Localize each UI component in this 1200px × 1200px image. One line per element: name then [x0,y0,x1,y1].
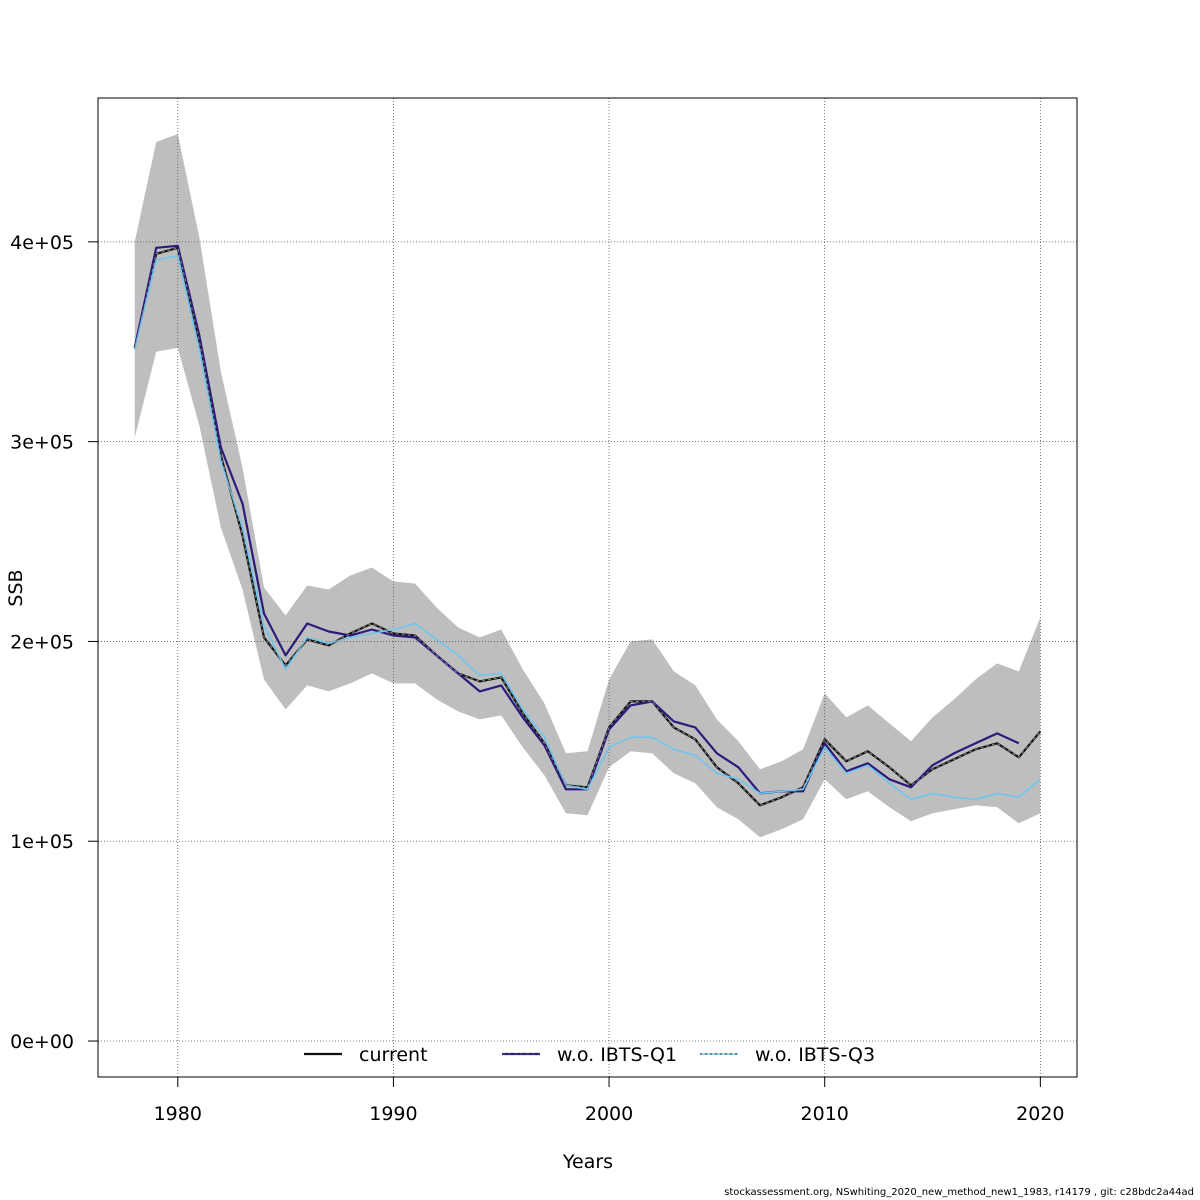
x-tick-label: 2020 [1016,1103,1064,1125]
y-tick-label: 4e+05 [10,232,74,254]
x-tick-label: 1980 [154,1103,202,1125]
x-tick-label: 2010 [801,1103,849,1125]
x-tick-label: 2000 [585,1103,633,1125]
confidence-band [134,134,1041,838]
legend-label: w.o. IBTS-Q1 [557,1044,677,1066]
legend-label: current [359,1044,428,1066]
x-tick-label: 1990 [369,1103,417,1125]
legend-label: w.o. IBTS-Q3 [755,1044,875,1066]
y-axis-label: SSB [5,569,27,606]
legend-item-wo-ibts-q3: w.o. IBTS-Q3 [700,1044,875,1066]
footer-caption: stockassessment.org, NSwhiting_2020_new_… [724,1187,1194,1198]
y-tick-label: 0e+00 [10,1031,74,1053]
x-axis-label: Years [562,1151,613,1173]
series-line-wo-ibts-q1 [133,244,1020,795]
legend-item-wo-ibts-q1: w.o. IBTS-Q1 [502,1044,677,1066]
y-tick-label: 1e+05 [10,831,74,853]
y-tick-label: 2e+05 [10,631,74,653]
series-line-wo-ibts-q3 [133,255,1041,801]
y-tick-label: 3e+05 [10,432,74,454]
legend-item-current: current [304,1044,428,1066]
series-line-current [133,246,1042,807]
series-line-current-dash [134,247,1041,806]
